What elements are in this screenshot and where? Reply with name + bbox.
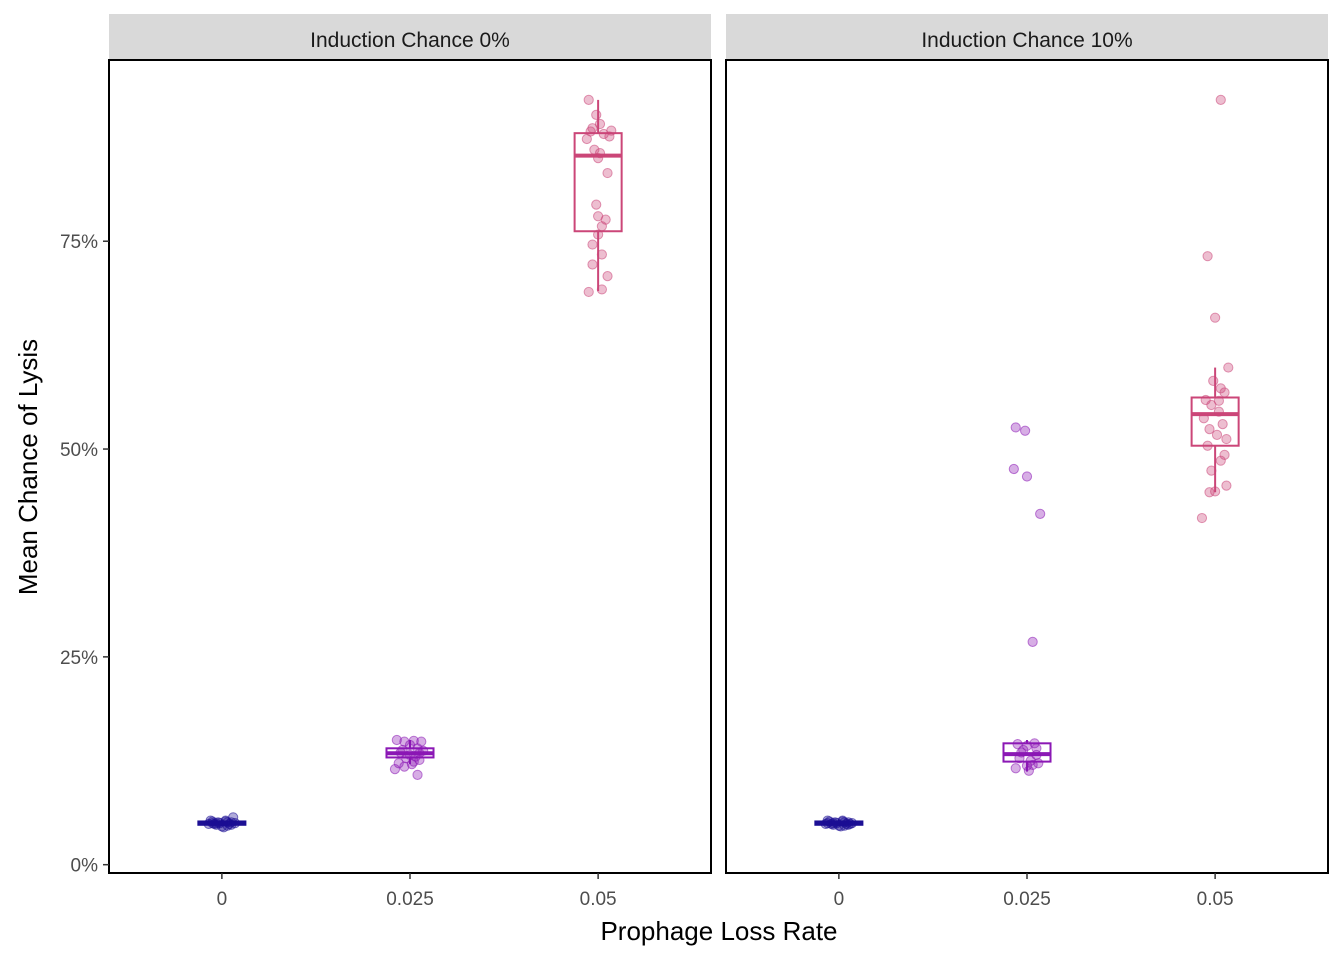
data-point bbox=[839, 817, 850, 828]
data-point bbox=[406, 759, 417, 770]
boxplot-0.05 bbox=[1190, 94, 1240, 524]
data-point bbox=[1219, 449, 1230, 460]
data-point bbox=[587, 239, 598, 250]
data-point bbox=[596, 221, 607, 232]
data-point bbox=[587, 259, 598, 270]
boxplot-0.025 bbox=[1002, 422, 1052, 776]
x-axis-title: Prophage Loss Rate bbox=[600, 916, 837, 946]
data-point bbox=[1196, 512, 1208, 524]
y-tick-label: 50% bbox=[60, 440, 98, 461]
y-tick-label: 25% bbox=[60, 648, 98, 669]
data-point bbox=[1219, 387, 1230, 398]
facet-title: Induction Chance 10% bbox=[921, 29, 1132, 52]
data-point bbox=[1213, 395, 1224, 406]
data-point bbox=[1014, 753, 1025, 764]
data-point bbox=[211, 818, 222, 829]
boxplot-0 bbox=[197, 812, 247, 833]
data-point bbox=[1221, 433, 1232, 445]
data-point bbox=[596, 249, 607, 260]
data-point bbox=[1204, 423, 1215, 435]
data-point bbox=[1027, 636, 1038, 648]
x-tick-label: 0.025 bbox=[386, 889, 434, 910]
data-point bbox=[391, 734, 402, 746]
boxplot-0.05 bbox=[573, 94, 623, 298]
data-point bbox=[1223, 362, 1234, 373]
facet-panel: Induction Chance 0% 0 0.025 0.05 bbox=[108, 14, 712, 910]
data-point bbox=[1033, 758, 1044, 769]
data-point bbox=[1221, 480, 1232, 491]
data-point bbox=[583, 94, 594, 106]
data-point bbox=[1016, 747, 1027, 758]
x-tick-label: 0.05 bbox=[1197, 889, 1234, 910]
y-tick-label: 75% bbox=[60, 232, 98, 253]
data-point bbox=[828, 818, 839, 829]
facet-panel: Induction Chance 10% 0 0.025 0.05 bbox=[725, 14, 1329, 910]
data-point bbox=[1211, 429, 1223, 441]
data-point bbox=[1210, 486, 1221, 497]
data-point bbox=[1215, 94, 1226, 106]
x-tick-label: 0 bbox=[217, 889, 228, 910]
data-point bbox=[1215, 455, 1226, 466]
boxplot-0 bbox=[814, 815, 864, 832]
data-point bbox=[589, 144, 600, 155]
data-point bbox=[389, 763, 401, 775]
x-tick-label: 0.05 bbox=[580, 889, 617, 910]
data-point bbox=[591, 109, 602, 120]
data-point bbox=[602, 167, 613, 179]
data-point bbox=[222, 817, 233, 828]
data-point bbox=[1031, 743, 1042, 754]
data-point bbox=[412, 769, 423, 781]
data-point bbox=[1202, 440, 1213, 451]
data-point bbox=[397, 744, 408, 756]
data-point bbox=[583, 286, 594, 298]
data-point bbox=[1021, 471, 1033, 482]
data-point bbox=[591, 199, 602, 210]
data-point bbox=[1010, 422, 1021, 433]
x-tick-label: 0 bbox=[834, 889, 845, 910]
y-tick-label: 0% bbox=[71, 856, 99, 877]
data-point bbox=[1213, 406, 1224, 417]
x-tick-label: 0.025 bbox=[1003, 889, 1051, 910]
facet-title: Induction Chance 0% bbox=[310, 29, 510, 52]
boxplot-0.025 bbox=[385, 734, 435, 781]
data-point bbox=[1198, 413, 1209, 424]
data-point bbox=[1210, 312, 1221, 323]
data-point bbox=[606, 125, 617, 136]
data-point bbox=[845, 818, 856, 830]
data-point bbox=[1027, 759, 1038, 771]
y-axis-title: Mean Chance of Lysis bbox=[13, 339, 43, 595]
data-point bbox=[1010, 763, 1021, 774]
data-point bbox=[593, 229, 604, 240]
data-point bbox=[1217, 419, 1228, 430]
facet-strip bbox=[109, 14, 711, 60]
data-point bbox=[594, 148, 606, 159]
data-point bbox=[1035, 508, 1046, 519]
data-point bbox=[414, 748, 425, 759]
y-axis: 0% 25% 50% 75% bbox=[60, 232, 109, 877]
data-point bbox=[404, 739, 416, 751]
data-point bbox=[1023, 765, 1034, 776]
facet-strip bbox=[726, 14, 1328, 60]
data-point bbox=[1206, 465, 1217, 476]
data-point bbox=[1208, 375, 1219, 386]
data-point bbox=[1008, 463, 1019, 475]
data-point bbox=[1020, 425, 1031, 436]
data-point bbox=[1202, 251, 1213, 262]
box bbox=[573, 132, 623, 233]
data-point bbox=[604, 131, 615, 142]
data-point bbox=[399, 761, 410, 772]
data-point bbox=[585, 126, 596, 137]
data-point bbox=[393, 758, 404, 769]
data-point bbox=[596, 284, 607, 295]
data-point bbox=[602, 271, 613, 282]
